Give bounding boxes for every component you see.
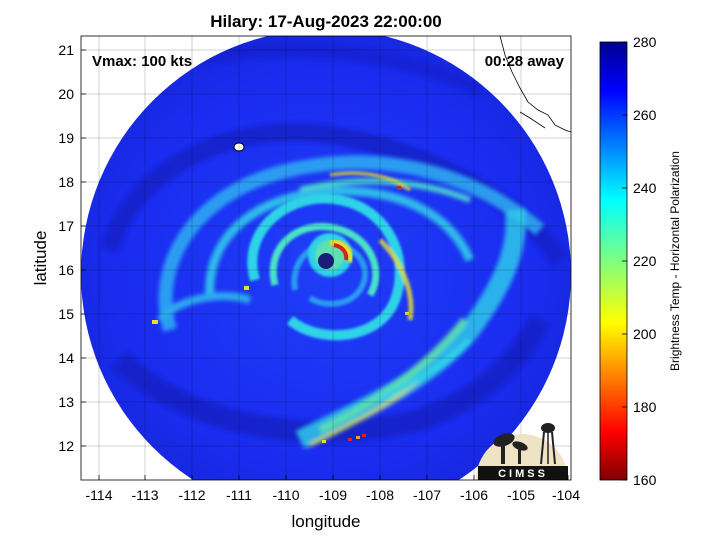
y-tick-label: 20 — [58, 86, 74, 102]
colorbar-label: Brightness Temp - Horizontal Polarizatio… — [668, 151, 682, 371]
x-tick-label: -109 — [319, 487, 347, 503]
grid — [81, 36, 571, 480]
x-axis-label: longitude — [291, 512, 360, 531]
time-away-label: 00:28 away — [485, 53, 565, 70]
plot-title: Hilary: 17-Aug-2023 22:00:00 — [210, 12, 442, 31]
eyewall — [308, 233, 354, 277]
y-tick-label: 21 — [58, 42, 74, 58]
y-tick-label: 12 — [58, 438, 74, 454]
x-tick-label: -106 — [460, 487, 488, 503]
x-tick-label: -105 — [507, 487, 535, 503]
y-tick-label: 16 — [58, 262, 74, 278]
x-tick-label: -104 — [552, 487, 580, 503]
colorbar-tick-label: 260 — [633, 107, 657, 123]
x-tick-label: -110 — [273, 487, 300, 503]
x-tick-label: -114 — [86, 487, 113, 503]
y-tick-label: 17 — [58, 218, 74, 234]
map-area: CIMSS Vmax: 100 kts 00:28 away — [81, 36, 571, 480]
colorbar: 280 260 240 220 200 180 160 Brightness T… — [599, 34, 682, 488]
x-tick-label: -112 — [179, 487, 206, 503]
x-tick-label: -113 — [132, 487, 159, 503]
x-tick-label: -108 — [366, 487, 394, 503]
storm-eye — [318, 253, 334, 269]
island-outline — [233, 142, 245, 152]
southern-rainband — [295, 208, 526, 449]
colorbar-tick-label: 220 — [633, 253, 657, 269]
y-tick-label: 13 — [58, 394, 74, 410]
logo-text: CIMSS — [498, 468, 548, 480]
cimss-logo: CIMSS — [476, 423, 568, 480]
colorbar-tick-label: 160 — [633, 472, 657, 488]
y-tick-labels: 21 20 19 18 17 16 15 14 13 12 — [58, 42, 74, 454]
vmax-label: Vmax: 100 kts — [92, 53, 192, 70]
colorbar-tick-label: 200 — [633, 326, 657, 342]
x-tick-labels: -114 -113 -112 -111 -110 -109 -108 -107 … — [86, 487, 581, 503]
warm-pixels — [152, 186, 409, 443]
outer-rainband — [156, 155, 545, 332]
x-tick-label: -111 — [226, 487, 252, 503]
y-tick-label: 14 — [58, 350, 74, 366]
coastline — [499, 36, 571, 133]
tick-marks — [81, 49, 569, 480]
colorbar-tick-label: 240 — [633, 180, 657, 196]
axes-box — [80, 35, 572, 481]
y-tick-label: 18 — [58, 174, 74, 190]
colorbar-tick-label: 280 — [633, 34, 657, 50]
y-axis-label: latitude — [31, 231, 50, 286]
colorbar-tick-label: 180 — [633, 399, 657, 415]
y-tick-label: 19 — [58, 130, 74, 146]
y-tick-label: 15 — [58, 306, 74, 322]
inner-spiral — [247, 171, 414, 341]
x-tick-label: -107 — [413, 487, 441, 503]
microwave-swath — [81, 36, 571, 480]
